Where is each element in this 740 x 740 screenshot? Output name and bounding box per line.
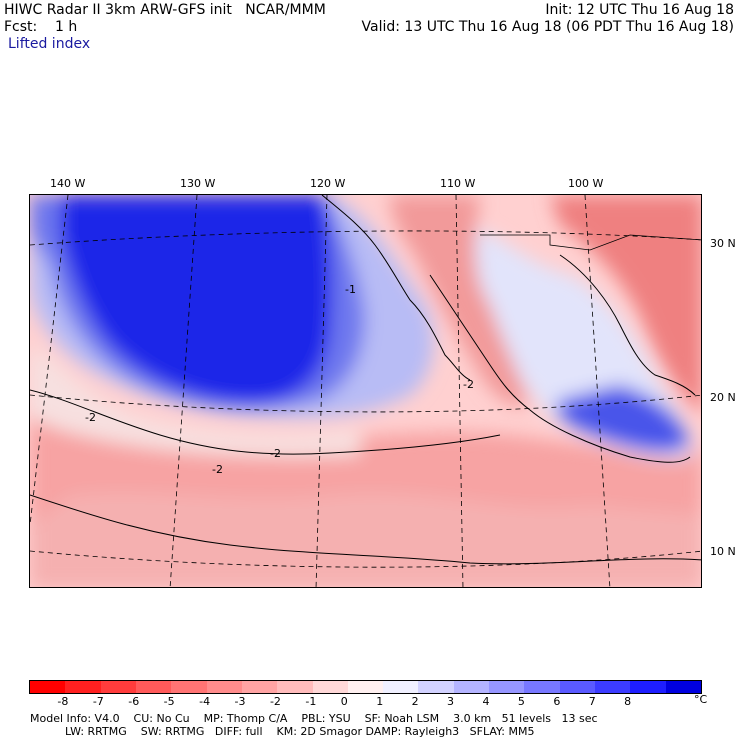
colorbar-swatch	[559, 681, 595, 693]
contours	[30, 389, 701, 565]
colorbar	[29, 680, 702, 694]
contour-label: -2	[463, 378, 474, 391]
southern-band-inner	[30, 492, 701, 587]
gulf-coast	[559, 254, 696, 396]
colorbar-swatch	[524, 681, 560, 693]
colorbar-tick-label: 1	[376, 695, 384, 708]
colorbar-tick-label: 0	[340, 695, 348, 708]
lat-label-10n: 10 N	[710, 545, 736, 558]
colorbar-tick-label: -1	[305, 695, 317, 708]
colorbar-tick-label: 2	[411, 695, 419, 708]
colorbar-swatch	[100, 681, 136, 693]
colorbar-tick-label: 7	[588, 695, 596, 708]
lifted-index-map: -2 -2 -2 -2 -1	[29, 194, 702, 588]
colorbar-tick-label: -8	[57, 695, 69, 708]
contour-label: -2	[270, 447, 281, 460]
valid-time: Valid: 13 UTC Thu 16 Aug 18 (06 PDT Thu …	[361, 19, 734, 35]
contour-minus2	[30, 389, 501, 455]
grid-lon-140w	[30, 195, 69, 526]
lon-label-120w: 120 W	[310, 177, 346, 190]
colorbar-tick-label: 3	[447, 695, 455, 708]
us-mexico-border	[480, 234, 701, 251]
colorbar-tick-label: 5	[517, 695, 525, 708]
latlon-grid	[30, 195, 701, 587]
grid-lat-30n	[30, 230, 701, 246]
colorbar-swatch	[277, 681, 313, 693]
contour-minus1	[30, 494, 701, 565]
colorbar-tick-label: -7	[92, 695, 104, 708]
colorbar-swatch	[312, 681, 348, 693]
model-info-line1: Model Info: V4.0 CU: No Cu MP: Thomp C/A…	[30, 712, 598, 725]
lon-label-130w: 130 W	[180, 177, 216, 190]
colorbar-tick-label: -2	[269, 695, 281, 708]
init-time: Init: 12 UTC Thu 16 Aug 18	[545, 2, 734, 18]
southern-mexico-stable	[556, 385, 690, 453]
colorbar-unit: °C	[694, 693, 708, 706]
mexico-pacific-coast	[429, 274, 691, 463]
colorbar-swatch	[135, 681, 172, 693]
title-left: HIWC Radar II 3km ARW-GFS init NCAR/MMM	[4, 2, 326, 18]
colorbar-tick-label: 8	[624, 695, 632, 708]
lat-label-30n: 30 N	[710, 237, 736, 250]
colorbar-swatch	[595, 681, 631, 693]
colorbar-swatch	[630, 681, 666, 693]
forecast-hour: Fcst: 1 h	[4, 19, 78, 35]
lon-label-140w: 140 W	[50, 177, 86, 190]
colorbar-swatch	[383, 681, 419, 693]
colorbar-swatch	[418, 681, 454, 693]
grid-lon-100w	[584, 195, 611, 587]
contour-label: -1	[345, 283, 356, 296]
colorbar-swatch	[171, 681, 207, 693]
grid-lon-120w	[315, 195, 328, 587]
coastlines	[321, 195, 701, 463]
grid-lon-110w	[455, 195, 464, 587]
colorbar-swatch	[453, 681, 490, 693]
colorbar-tick-label: 4	[482, 695, 490, 708]
colorbar-swatch	[489, 681, 525, 693]
map-canvas: -2 -2 -2 -2 -1	[30, 195, 701, 587]
colorbar-swatch	[665, 681, 701, 693]
california-baja-coast	[321, 195, 471, 381]
colorbar-tick-label: -6	[128, 695, 140, 708]
colorbar-swatch	[65, 681, 101, 693]
lon-label-100w: 100 W	[568, 177, 604, 190]
lon-label-110w: 110 W	[440, 177, 476, 190]
contour-label: -2	[212, 463, 223, 476]
colorbar-tick-label: -3	[234, 695, 246, 708]
colorbar-tick-label: 6	[553, 695, 561, 708]
pale-transition-band	[30, 345, 360, 457]
stable-region-core	[60, 195, 333, 404]
colorbar-tick-label: -5	[163, 695, 175, 708]
colorbar-tick-label: -4	[199, 695, 211, 708]
baja-gulf-unstable	[390, 195, 530, 406]
colorbar-swatch	[241, 681, 278, 693]
grid-lat-20n	[30, 394, 701, 413]
field-name: Lifted index	[8, 36, 91, 52]
grid-lat-10n	[30, 550, 701, 568]
colorbar-swatch	[206, 681, 242, 693]
grid-lon-130w	[169, 195, 198, 587]
contour-label: -2	[85, 411, 96, 424]
colorbar-swatch	[30, 681, 66, 693]
texas-gulf-unstable	[550, 195, 701, 414]
colorbar-swatch	[347, 681, 384, 693]
lat-label-20n: 20 N	[710, 391, 736, 404]
model-info-line2: LW: RRTMG SW: RRTMG DIFF: full KM: 2D Sm…	[30, 725, 535, 738]
